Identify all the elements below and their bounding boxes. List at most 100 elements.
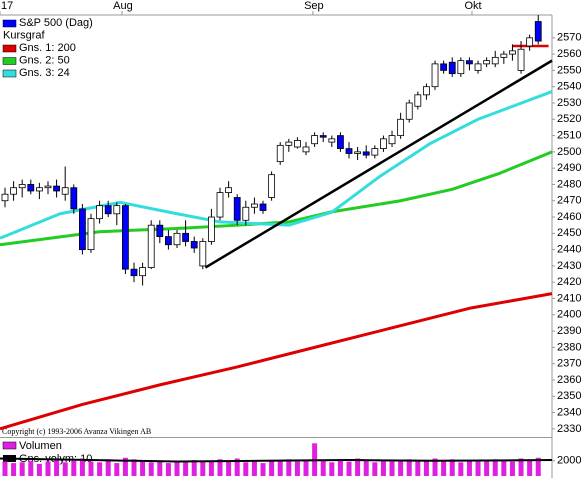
candle-body	[474, 63, 482, 71]
volume-bar	[11, 463, 17, 476]
y-tick-label: 2490	[557, 162, 581, 174]
candle-body	[113, 205, 121, 215]
x-tick-label: Sep	[304, 0, 324, 12]
candle-body	[139, 267, 147, 277]
volume-bar	[226, 460, 232, 476]
volume-bar	[466, 460, 472, 476]
candle-body	[380, 138, 387, 150]
candle-body	[18, 184, 26, 189]
candle-body	[165, 236, 172, 246]
candle-body	[319, 135, 327, 138]
y-tick-label: 2500	[557, 146, 581, 158]
volume-bar	[398, 460, 404, 476]
candle-body	[500, 53, 508, 58]
y-tick-label: 2510	[557, 129, 581, 141]
candle-body	[1, 193, 9, 202]
y-tick-label: 2410	[557, 292, 581, 304]
candle-body	[431, 63, 439, 88]
volume-bar	[527, 460, 533, 476]
candle-body	[104, 205, 112, 215]
volume-bar	[105, 459, 111, 476]
candle-body	[147, 224, 155, 268]
candle-body	[328, 138, 336, 143]
legend-label: S&P 500 (Dag)	[19, 17, 93, 29]
y-tick-label: 2430	[557, 260, 581, 272]
volume-bar	[372, 462, 378, 476]
volume-bar	[45, 461, 51, 476]
y-tick-label: 2390	[557, 325, 581, 337]
volume-bar	[458, 462, 464, 476]
candle-body	[285, 141, 293, 146]
candle-body	[53, 185, 60, 192]
candle-body	[44, 185, 52, 189]
candle-body	[208, 216, 215, 242]
legend-label: Gns. 2: 50	[19, 54, 70, 66]
candle-body	[354, 151, 362, 154]
volume-bar	[62, 462, 68, 476]
volume-bar	[355, 458, 361, 476]
volume-bar	[432, 458, 438, 476]
candle-body	[276, 144, 284, 163]
volume-bar	[71, 460, 77, 476]
volume-bar	[234, 458, 240, 476]
y-tick-label: 2540	[557, 81, 581, 93]
volume-bar	[200, 460, 206, 476]
candle-body	[388, 135, 396, 145]
candle-body	[466, 60, 473, 65]
volume-bar	[518, 458, 524, 476]
candle-body	[259, 203, 267, 211]
volume-bar	[36, 463, 42, 476]
volume-bar	[346, 461, 352, 476]
volume-bar	[131, 459, 137, 476]
candle-body	[190, 241, 198, 249]
volume-bar	[97, 462, 103, 476]
candle-body	[345, 148, 353, 154]
candle-body	[233, 197, 241, 221]
y-tick-label: 2370	[557, 358, 581, 370]
volume-bar	[535, 457, 541, 476]
volume-bar	[320, 460, 326, 476]
legend-swatch	[2, 44, 17, 53]
candle-body	[225, 187, 233, 193]
volume-bar	[208, 461, 214, 476]
candle-body	[10, 187, 17, 195]
volume-bar	[294, 461, 300, 476]
volume-bar	[501, 460, 507, 476]
volume-bar	[183, 462, 189, 476]
volume-bar	[423, 460, 429, 476]
candle-body	[121, 205, 129, 270]
volume-bar	[475, 461, 481, 476]
volume-bar	[88, 461, 94, 476]
y-tick-label: 2360	[557, 374, 581, 386]
volume-bar	[19, 462, 25, 476]
legend-swatch	[2, 19, 17, 28]
legend-label: Volumen	[19, 440, 62, 452]
candle-body	[509, 50, 516, 55]
volume-bar	[251, 461, 257, 476]
x-tick-label: Aug	[113, 0, 133, 12]
candle-body	[242, 206, 250, 221]
volume-bar	[441, 460, 447, 476]
volume-bar	[509, 461, 515, 476]
volume-bar	[277, 460, 283, 476]
volume-bar	[260, 463, 266, 476]
y-tick-label: 2530	[557, 97, 581, 109]
candle-body	[294, 140, 301, 148]
candle-body	[440, 63, 448, 71]
volume-bar	[389, 461, 395, 476]
volume-bar	[303, 460, 309, 476]
candle-body	[251, 203, 258, 208]
candle-body	[61, 187, 69, 195]
volume-bar	[217, 459, 223, 476]
legend-label: Gns. 1: 200	[19, 42, 76, 54]
candle-body	[87, 218, 95, 251]
volume-bar	[2, 461, 8, 476]
y-tick-label: 2350	[557, 390, 581, 402]
volume-bar	[157, 460, 163, 476]
volume-bar	[329, 462, 335, 476]
candle-body	[78, 208, 86, 251]
volume-bar	[54, 460, 60, 476]
candle-body	[405, 102, 413, 120]
volume-tick-label: 2000	[557, 455, 581, 467]
y-tick-label: 2470	[557, 195, 581, 207]
